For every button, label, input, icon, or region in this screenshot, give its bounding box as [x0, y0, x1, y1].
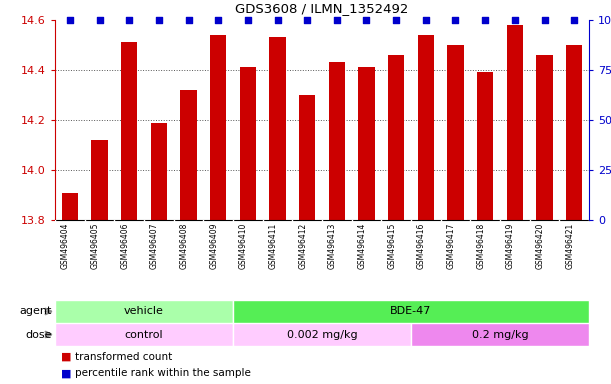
Text: GSM496415: GSM496415	[387, 222, 396, 269]
Point	[65, 17, 75, 23]
Bar	[418, 35, 434, 220]
Bar	[388, 55, 404, 220]
Text: agent: agent	[20, 306, 52, 316]
Bar	[240, 68, 256, 220]
Point	[569, 17, 579, 23]
Text: GSM496410: GSM496410	[239, 222, 248, 269]
Bar	[329, 63, 345, 220]
Point	[332, 17, 342, 23]
Bar	[180, 90, 197, 220]
Text: GSM496413: GSM496413	[328, 222, 337, 269]
Point	[154, 17, 164, 23]
Bar	[507, 25, 523, 220]
Bar	[411, 323, 589, 346]
Text: GSM496412: GSM496412	[298, 222, 307, 269]
Bar	[91, 140, 108, 220]
Text: 0.2 mg/kg: 0.2 mg/kg	[472, 329, 529, 339]
Text: GSM496420: GSM496420	[535, 222, 544, 269]
Point	[184, 17, 194, 23]
Bar	[233, 323, 411, 346]
Point	[273, 17, 282, 23]
Point	[213, 17, 223, 23]
Bar	[566, 45, 582, 220]
Bar	[210, 35, 226, 220]
Text: GSM496416: GSM496416	[417, 222, 426, 269]
Text: GSM496407: GSM496407	[150, 222, 159, 269]
Text: transformed count: transformed count	[75, 352, 172, 362]
Bar	[358, 68, 375, 220]
Text: GSM496406: GSM496406	[120, 222, 129, 269]
Text: vehicle: vehicle	[124, 306, 164, 316]
Bar	[447, 45, 464, 220]
Point	[510, 17, 520, 23]
Bar	[151, 122, 167, 220]
Text: GSM496419: GSM496419	[506, 222, 515, 269]
Point	[421, 17, 431, 23]
Point	[450, 17, 460, 23]
Text: ■: ■	[61, 352, 71, 362]
Point	[95, 17, 104, 23]
Text: GSM496414: GSM496414	[357, 222, 367, 269]
Bar	[477, 73, 493, 220]
Text: GSM496411: GSM496411	[268, 222, 277, 269]
Text: GSM496405: GSM496405	[90, 222, 100, 269]
Text: BDE-47: BDE-47	[390, 306, 432, 316]
Point	[540, 17, 549, 23]
Bar	[62, 192, 78, 220]
Text: dose: dose	[26, 329, 52, 339]
Bar	[269, 37, 286, 220]
Point	[302, 17, 312, 23]
Text: GSM496418: GSM496418	[476, 222, 485, 269]
Point	[480, 17, 490, 23]
Bar	[536, 55, 553, 220]
Text: ■: ■	[61, 368, 71, 378]
Text: GSM496404: GSM496404	[61, 222, 70, 269]
Text: GSM496409: GSM496409	[209, 222, 218, 269]
Bar	[299, 95, 315, 220]
Text: GSM496417: GSM496417	[447, 222, 455, 269]
Bar	[55, 323, 233, 346]
Text: percentile rank within the sample: percentile rank within the sample	[75, 368, 251, 378]
Point	[243, 17, 253, 23]
Text: 0.002 mg/kg: 0.002 mg/kg	[287, 329, 357, 339]
Point	[362, 17, 371, 23]
Text: GSM496421: GSM496421	[565, 222, 574, 269]
Bar	[233, 300, 589, 323]
Text: GSM496408: GSM496408	[180, 222, 189, 269]
Point	[124, 17, 134, 23]
Bar	[121, 43, 137, 220]
Text: GDS3608 / ILMN_1352492: GDS3608 / ILMN_1352492	[235, 3, 409, 15]
Point	[391, 17, 401, 23]
Bar	[55, 300, 233, 323]
Text: control: control	[125, 329, 163, 339]
